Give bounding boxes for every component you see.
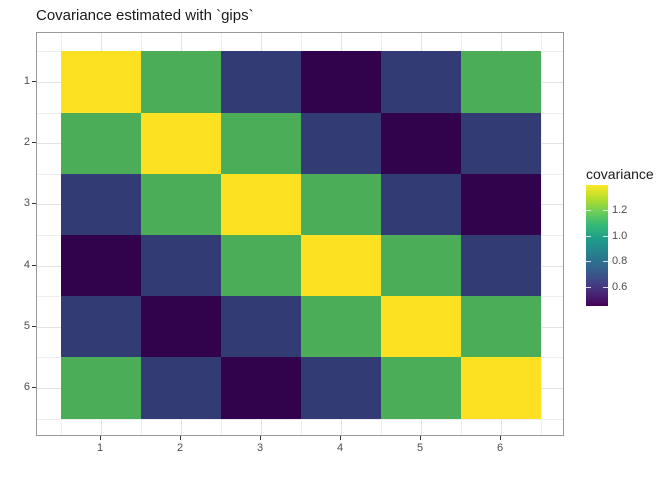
heatmap-tile-r6-c3 (221, 357, 301, 419)
heatmap-tile-r2-c5 (381, 112, 461, 174)
legend-tick-mark (603, 235, 608, 237)
heatmap-tile-r1-c3 (221, 51, 301, 113)
heatmap-tile-r2-c3 (221, 112, 301, 174)
heatmap-tiles (61, 51, 541, 419)
y-axis-tick (32, 386, 36, 388)
y-axis-tick-label: 4 (23, 258, 30, 271)
legend-tick-label: 0.8 (612, 255, 628, 268)
heatmap-tile-r4-c5 (381, 234, 461, 297)
x-axis-tick-label: 1 (96, 442, 104, 454)
y-axis-tick (32, 203, 36, 205)
x-axis-tick (340, 436, 341, 440)
legend-tick-label: 1.2 (612, 204, 628, 217)
heatmap-tile-r3-c6 (461, 173, 541, 235)
legend-tick-label: 1.0 (612, 229, 628, 242)
legend-title: covariance (586, 166, 654, 182)
y-axis-tick (32, 80, 36, 82)
x-axis-tick-label: 2 (176, 442, 184, 454)
heatmap-tile-r5-c4 (301, 296, 381, 358)
heatmap-tile-r5-c1 (61, 296, 141, 358)
legend-tick-mark (586, 235, 591, 237)
heatmap-tile-r3-c4 (301, 173, 381, 235)
heatmap-tile-r1-c6 (461, 51, 541, 113)
y-axis-tick (32, 142, 36, 144)
heatmap-tile-r4-c6 (461, 234, 541, 297)
heatmap-tile-r2-c1 (61, 112, 141, 174)
y-axis-tick-label: 1 (23, 74, 30, 87)
heatmap-tile-r4-c3 (221, 234, 301, 297)
heatmap-tile-r5-c6 (461, 296, 541, 358)
legend-tick-label: 0.6 (612, 280, 628, 293)
heatmap-tile-r3-c3 (221, 173, 301, 235)
heatmap-tile-r3-c2 (141, 173, 221, 235)
y-axis-tick-label: 2 (23, 136, 30, 149)
plot-title: Covariance estimated with `gips` (36, 7, 254, 24)
legend-tick-mark (586, 261, 591, 263)
heatmap-tile-r1-c5 (381, 51, 461, 113)
heatmap-tile-r3-c1 (61, 173, 141, 235)
heatmap-tile-r5-c5 (381, 296, 461, 358)
y-axis-tick-label: 6 (23, 380, 30, 393)
x-axis-tick (100, 436, 101, 440)
y-axis-tick (32, 325, 36, 327)
heatmap-tile-r1-c2 (141, 51, 221, 113)
gridline-minor-h (37, 418, 563, 420)
y-axis-tick (32, 264, 36, 266)
x-axis-tick (420, 436, 421, 440)
x-axis-tick-label: 3 (256, 442, 264, 454)
heatmap-tile-r2-c4 (301, 112, 381, 174)
legend-tick-mark (603, 210, 608, 212)
heatmap-tile-r6-c6 (461, 357, 541, 419)
gridline-minor-v (541, 33, 542, 435)
x-axis-tick (500, 436, 501, 440)
legend-colorbar (586, 185, 608, 306)
heatmap-tile-r5-c3 (221, 296, 301, 358)
x-axis-tick (180, 436, 181, 440)
legend-tick-mark (603, 286, 608, 288)
x-axis-tick-label: 6 (496, 442, 504, 454)
heatmap-tile-r4-c1 (61, 234, 141, 297)
heatmap-tile-r4-c4 (301, 234, 381, 297)
legend-tick-mark (586, 286, 591, 288)
heatmap-tile-r1-c1 (61, 51, 141, 113)
y-axis-tick-label: 5 (23, 319, 30, 332)
plot-panel (36, 32, 564, 436)
legend-tick-mark (603, 261, 608, 263)
heatmap-tile-r4-c2 (141, 234, 221, 297)
heatmap-tile-r6-c2 (141, 357, 221, 419)
heatmap-tile-r2-c6 (461, 112, 541, 174)
heatmap-tile-r6-c1 (61, 357, 141, 419)
heatmap-tile-r3-c5 (381, 173, 461, 235)
heatmap-tile-r6-c5 (381, 357, 461, 419)
heatmap-tile-r2-c2 (141, 112, 221, 174)
x-axis-tick-label: 5 (416, 442, 424, 454)
heatmap-tile-r5-c2 (141, 296, 221, 358)
y-axis-tick-label: 3 (23, 197, 30, 210)
x-axis-tick-label: 4 (336, 442, 344, 454)
heatmap-tile-r1-c4 (301, 51, 381, 113)
x-axis-tick (260, 436, 261, 440)
heatmap-tile-r6-c4 (301, 357, 381, 419)
legend-tick-mark (586, 210, 591, 212)
